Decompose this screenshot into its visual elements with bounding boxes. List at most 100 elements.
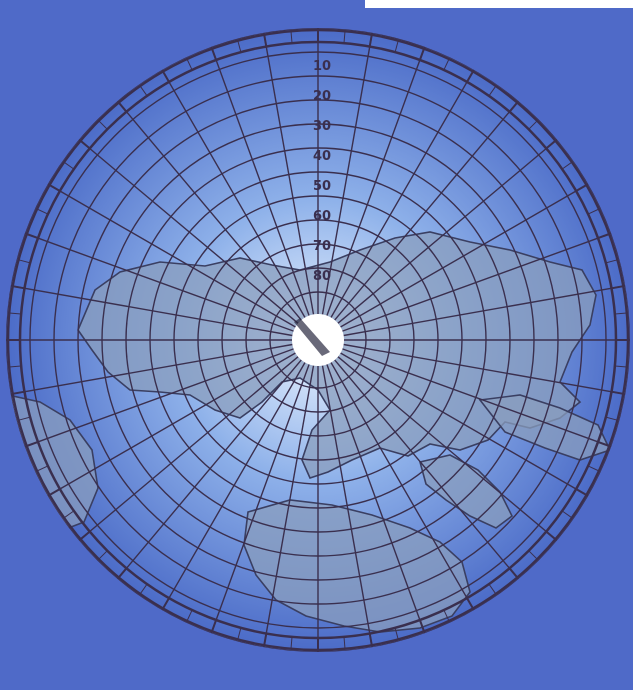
meridian-line xyxy=(342,232,612,332)
ring-tick xyxy=(186,58,193,71)
ring-tick xyxy=(368,34,373,47)
meridian-line xyxy=(116,100,302,321)
ring-tick xyxy=(9,365,22,368)
ring-tick xyxy=(36,208,49,215)
ring-tick xyxy=(488,85,497,97)
meridian-line xyxy=(78,138,299,324)
meridian-line xyxy=(321,365,373,648)
ring-tick xyxy=(575,488,587,496)
meridian-line xyxy=(78,356,299,542)
ring-tick xyxy=(528,120,538,130)
meridian-line xyxy=(47,352,296,497)
ring-tick xyxy=(587,208,600,215)
ring-tick xyxy=(49,184,61,192)
meridian-line xyxy=(263,32,315,315)
meridian-line xyxy=(330,69,475,318)
latitude-label-column: 10 20 30 40 50 60 70 80 xyxy=(313,59,331,284)
ring-tick xyxy=(263,34,268,47)
ring-tick xyxy=(211,619,218,632)
meridian-line xyxy=(337,356,558,542)
ring-tick xyxy=(79,139,91,150)
ring-tick xyxy=(26,440,39,447)
ring-tick xyxy=(139,583,148,595)
meridian-line xyxy=(24,232,294,332)
ring-tick xyxy=(561,510,573,519)
meridian-line xyxy=(263,365,315,648)
ring-tick xyxy=(343,636,346,649)
graticule-grid xyxy=(6,28,630,652)
meridian-line xyxy=(24,348,294,448)
meridian-line xyxy=(340,352,589,497)
meridian-line xyxy=(337,138,558,324)
ring-tick xyxy=(263,633,268,646)
ring-tick xyxy=(343,31,346,44)
ring-tick xyxy=(368,633,373,646)
ring-tick xyxy=(528,550,538,560)
ring-tick xyxy=(587,465,600,472)
meridian-line xyxy=(342,348,612,448)
ring-tick xyxy=(12,285,25,290)
ring-tick xyxy=(162,71,170,83)
meridian-line xyxy=(116,359,302,580)
ring-tick xyxy=(63,161,75,170)
ring-tick xyxy=(508,567,519,579)
meridian-line xyxy=(161,362,306,611)
meridian-line xyxy=(326,46,426,316)
latitude-label: 70 xyxy=(313,239,331,254)
ring-tick xyxy=(597,233,610,240)
ring-tick xyxy=(488,583,497,595)
meridian-line xyxy=(10,343,293,395)
ring-tick xyxy=(466,597,474,609)
ring-tick xyxy=(290,636,293,649)
ring-tick xyxy=(418,48,425,61)
ring-tick xyxy=(117,101,128,113)
ring-tick xyxy=(443,58,450,71)
ring-tick xyxy=(162,597,170,609)
ring-tick xyxy=(575,184,587,192)
ring-tick xyxy=(139,85,148,97)
meridian-line xyxy=(334,359,520,580)
ring-tick xyxy=(18,416,31,421)
meridian-line xyxy=(334,100,520,321)
ring-tick xyxy=(63,510,75,519)
ring-tick xyxy=(79,530,91,541)
ring-tick xyxy=(186,609,193,622)
ring-tick xyxy=(9,312,22,315)
ring-tick xyxy=(611,285,624,290)
ring-tick xyxy=(561,161,573,170)
pole-pointer xyxy=(294,318,330,356)
meridian-line xyxy=(210,46,310,316)
latitude-label: 40 xyxy=(313,149,331,164)
meridian-line xyxy=(340,183,589,328)
latitude-label: 50 xyxy=(313,179,331,194)
ring-tick xyxy=(545,530,557,541)
ring-tick xyxy=(443,609,450,622)
ring-tick xyxy=(18,259,31,264)
ring-tick xyxy=(614,312,627,315)
meridian-line xyxy=(330,362,475,611)
latitude-label: 30 xyxy=(313,119,331,134)
ring-tick xyxy=(605,259,618,264)
meridian-line xyxy=(321,32,373,315)
ring-tick xyxy=(545,139,557,150)
meridian-line xyxy=(161,69,306,318)
latitude-label: 10 xyxy=(313,59,331,74)
latitude-label: 60 xyxy=(313,209,331,224)
ring-tick xyxy=(605,416,618,421)
ring-tick xyxy=(117,567,128,579)
ring-tick xyxy=(26,233,39,240)
ring-tick xyxy=(36,465,49,472)
ring-tick xyxy=(98,550,108,560)
meridian-line xyxy=(326,364,426,634)
meridian-line xyxy=(343,343,626,395)
latitude-label: 20 xyxy=(313,89,331,104)
meridian-line xyxy=(47,183,296,328)
ring-tick xyxy=(237,627,242,640)
ring-tick xyxy=(611,390,624,395)
ring-tick xyxy=(211,48,218,61)
ring-tick xyxy=(418,619,425,632)
ring-tick xyxy=(49,488,61,496)
ring-tick xyxy=(466,71,474,83)
